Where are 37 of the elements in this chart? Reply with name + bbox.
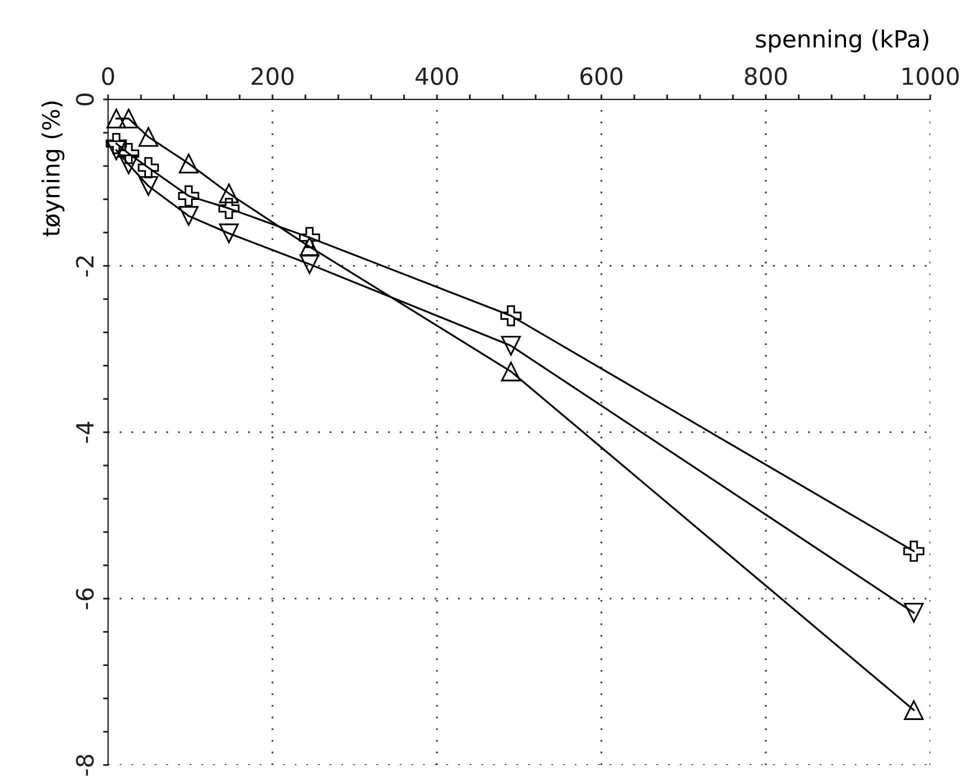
y-tick-label: -4	[76, 422, 94, 443]
point	[118, 142, 140, 164]
point	[501, 362, 521, 382]
point	[106, 132, 127, 154]
point	[178, 206, 199, 226]
x-axis-title: spenning (kPa)	[756, 29, 928, 52]
point	[106, 140, 126, 160]
point	[106, 108, 126, 128]
x-tick-label: 400	[416, 67, 458, 86]
y-tick-label: -2	[76, 256, 94, 276]
point	[904, 700, 924, 720]
point	[218, 198, 240, 219]
point	[501, 336, 521, 356]
x-tick-label: 800	[744, 67, 787, 86]
point	[500, 305, 522, 326]
y-tick-label: 0	[76, 94, 94, 106]
point	[118, 108, 138, 128]
y-axis-title: tøyning (%)	[42, 101, 64, 236]
point	[298, 226, 320, 248]
point	[138, 127, 158, 147]
y-tick-label: -6	[76, 588, 94, 610]
y-tick-label: -8	[76, 754, 94, 776]
point	[904, 602, 924, 623]
point	[219, 184, 239, 204]
point	[219, 224, 239, 244]
point	[903, 540, 924, 562]
x-tick-label: 600	[580, 67, 622, 86]
x-tick-label: 0	[102, 67, 114, 86]
x-tick-label: 200	[252, 67, 294, 86]
point	[178, 154, 199, 174]
point	[178, 185, 200, 207]
point	[138, 157, 159, 178]
point	[138, 176, 158, 196]
point	[300, 236, 320, 257]
point	[118, 154, 138, 174]
point	[300, 254, 320, 274]
x-tick-label: 1000	[902, 67, 959, 86]
